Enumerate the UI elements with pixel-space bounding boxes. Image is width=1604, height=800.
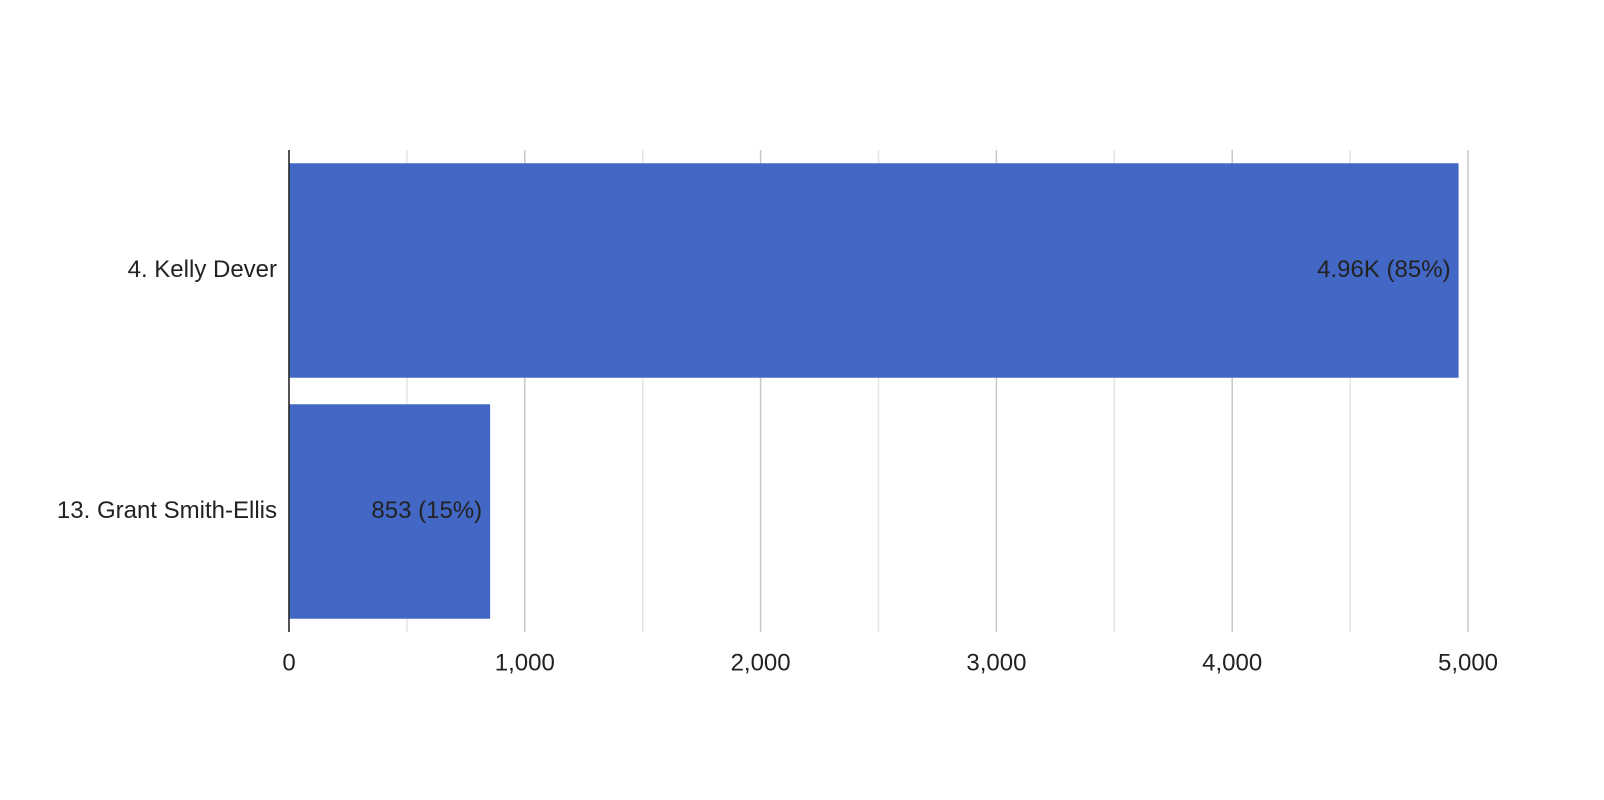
- bar: [289, 163, 1459, 378]
- data-label: 853 (15%): [371, 497, 482, 524]
- x-tick-label: 3,000: [966, 649, 1026, 676]
- x-tick-label: 5,000: [1438, 649, 1498, 676]
- y-tick-label: 13. Grant Smith-Ellis: [57, 497, 277, 524]
- y-tick-label: 4. Kelly Dever: [128, 256, 277, 283]
- x-tick-label: 1,000: [495, 649, 555, 676]
- x-tick-label: 4,000: [1202, 649, 1262, 676]
- x-tick-label: 2,000: [731, 649, 791, 676]
- data-label: 4.96K (85%): [1317, 256, 1450, 283]
- x-tick-label: 0: [282, 649, 295, 676]
- bar: [289, 404, 491, 619]
